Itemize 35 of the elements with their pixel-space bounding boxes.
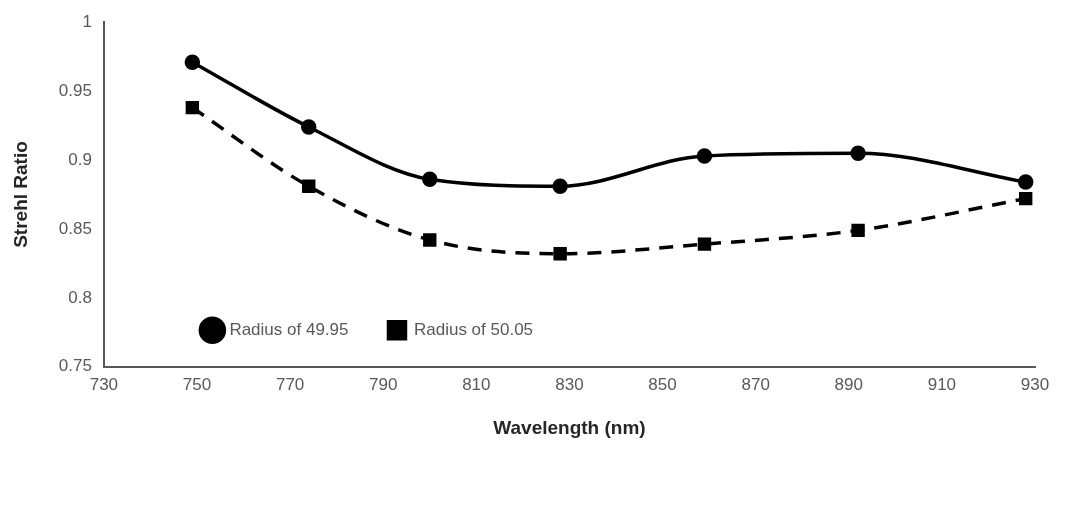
point bbox=[302, 179, 316, 193]
point bbox=[185, 100, 200, 115]
y-tick-label: 1 bbox=[82, 11, 92, 31]
x-tick-label: 810 bbox=[462, 374, 491, 394]
x-axis-title: Wavelength (nm) bbox=[493, 416, 646, 438]
x-tick-label: 930 bbox=[1020, 374, 1050, 394]
y-tick-label: 0.95 bbox=[58, 80, 92, 100]
y-tick-label: 0.9 bbox=[68, 149, 92, 169]
y-tick-label: 0.75 bbox=[58, 356, 92, 376]
x-tick-label: 750 bbox=[182, 374, 212, 394]
point bbox=[1017, 174, 1034, 190]
point bbox=[552, 178, 568, 194]
point bbox=[553, 247, 567, 261]
y-axis-title: Strehl Ratio bbox=[9, 141, 31, 248]
x-tick-label: 870 bbox=[741, 374, 770, 394]
point bbox=[696, 148, 713, 164]
point bbox=[422, 171, 438, 188]
x-tick-label: 830 bbox=[555, 374, 584, 394]
point bbox=[300, 119, 317, 135]
legend-label: Radius of 49.95 bbox=[229, 319, 349, 339]
point bbox=[423, 233, 437, 247]
point bbox=[850, 145, 866, 161]
point bbox=[184, 54, 201, 70]
x-tick-label: 890 bbox=[834, 374, 863, 394]
y-tick-label: 0.85 bbox=[58, 218, 92, 238]
x-tick-label: 790 bbox=[369, 374, 398, 394]
point bbox=[1018, 191, 1033, 206]
x-tick-label: 850 bbox=[648, 374, 677, 394]
legend-label: Radius of 50.05 bbox=[413, 319, 534, 339]
x-tick-label: 770 bbox=[275, 374, 305, 394]
x-tick-label: 730 bbox=[89, 374, 119, 394]
point bbox=[697, 237, 712, 251]
point bbox=[851, 223, 865, 238]
x-tick-label: 910 bbox=[927, 374, 957, 394]
y-tick-label: 0.8 bbox=[68, 287, 92, 307]
